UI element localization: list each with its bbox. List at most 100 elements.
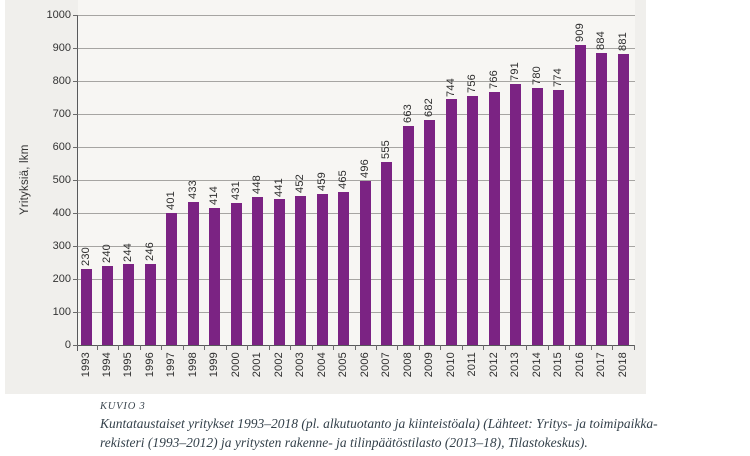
value-label-2001: 448: [251, 175, 264, 195]
value-label-2014: 780: [530, 65, 543, 85]
y-tick-label-800: 800: [52, 75, 71, 87]
value-label-2008: 663: [401, 104, 414, 124]
figure-caption: KUVIO 3 Kuntataustaiset yritykset 1993–2…: [100, 401, 740, 452]
value-label-2017: 884: [595, 31, 608, 51]
x-tick-label-1998: 1998: [186, 352, 199, 378]
plot-area: [78, 0, 635, 345]
bar-2007: [381, 161, 393, 345]
x-tick-label-2003: 2003: [294, 352, 307, 378]
caption-line-2: rekisteri (1993–2012) ja yritysten raken…: [100, 434, 588, 450]
x-tick-0: [96, 345, 98, 350]
gridline-500: [78, 179, 635, 181]
value-label-2010: 744: [444, 77, 457, 97]
gridline-1000: [78, 14, 635, 16]
y-tick-700: [73, 113, 78, 115]
bar-2001: [252, 197, 264, 345]
y-tick-200: [73, 278, 78, 280]
x-tick-label-1994: 1994: [100, 352, 113, 378]
y-tick-label-500: 500: [52, 174, 71, 186]
x-tick-18: [483, 345, 485, 350]
x-tick-23: [590, 345, 592, 350]
x-axis-line: [78, 345, 635, 346]
x-tick-label-2010: 2010: [444, 352, 457, 378]
x-tick-label-2012: 2012: [487, 352, 500, 378]
x-tick-label-2014: 2014: [530, 352, 543, 378]
y-tick-100: [73, 311, 78, 313]
x-tick-8: [268, 345, 270, 350]
x-tick-7: [247, 345, 249, 350]
x-tick-label-2005: 2005: [337, 352, 350, 378]
x-tick-label-1997: 1997: [165, 352, 178, 378]
y-tick-label-900: 900: [52, 42, 71, 54]
x-tick-label-2011: 2011: [466, 352, 479, 377]
bar-1993: [80, 269, 92, 345]
value-label-2016: 909: [573, 23, 586, 43]
x-tick-9: [290, 345, 292, 350]
bar-2012: [488, 92, 500, 345]
x-tick-13: [375, 345, 377, 350]
x-tick-20: [526, 345, 528, 350]
bar-2016: [574, 45, 586, 345]
x-tick-label-2000: 2000: [229, 352, 242, 378]
y-tick-label-600: 600: [52, 141, 71, 153]
x-tick-10: [311, 345, 313, 350]
bar-2008: [402, 126, 414, 345]
value-label-2013: 791: [509, 62, 522, 81]
y-tick-label-1000: 1000: [46, 9, 71, 21]
y-tick-400: [73, 212, 78, 214]
bar-2004: [316, 193, 328, 345]
bar-2013: [510, 83, 522, 345]
gridline-400: [78, 212, 635, 214]
x-tick-5: [204, 345, 206, 350]
x-tick-label-2006: 2006: [358, 352, 371, 378]
gridline-700: [78, 113, 635, 115]
x-tick-label-2008: 2008: [401, 352, 414, 378]
x-tick-1: [118, 345, 120, 350]
bar-2017: [596, 53, 608, 345]
x-tick-label-2001: 2001: [251, 352, 264, 378]
caption-kicker: KUVIO 3: [100, 401, 146, 412]
x-tick-11: [333, 345, 335, 350]
bar-1995: [123, 264, 135, 345]
y-tick-1000: [73, 14, 78, 16]
bar-2011: [467, 95, 479, 345]
value-label-2004: 459: [315, 171, 328, 191]
bar-1998: [187, 202, 199, 345]
bar-2005: [338, 191, 350, 345]
x-tick-label-2004: 2004: [315, 352, 328, 378]
y-tick-500: [73, 179, 78, 181]
x-tick-label-1996: 1996: [143, 352, 156, 378]
bar-2018: [617, 54, 629, 345]
y-tick-label-100: 100: [52, 306, 71, 318]
value-label-1995: 244: [122, 242, 135, 262]
value-label-1996: 246: [143, 241, 156, 261]
bar-2009: [424, 119, 436, 345]
value-label-2015: 774: [552, 67, 565, 87]
value-label-1998: 433: [186, 180, 199, 200]
caption-line-1: Kuntataustaiset yritykset 1993–2018 (pl.…: [100, 416, 658, 431]
bar-1996: [144, 263, 156, 345]
x-tick-label-2016: 2016: [573, 352, 586, 378]
y-tick-300: [73, 245, 78, 247]
x-tick-label-2017: 2017: [595, 352, 608, 378]
y-axis-title: Yrityksiä, lkm: [19, 144, 31, 216]
gridline-200: [78, 278, 635, 280]
bar-2000: [230, 202, 242, 345]
y-tick-800: [73, 80, 78, 82]
x-tick-4: [182, 345, 184, 350]
y-tick-900: [73, 47, 78, 49]
value-label-2009: 682: [423, 98, 436, 117]
y-tick-label-200: 200: [52, 273, 71, 285]
value-label-2002: 441: [272, 177, 285, 197]
bar-2010: [445, 99, 457, 345]
value-label-1994: 240: [100, 243, 113, 263]
x-tick-6: [225, 345, 227, 350]
x-tick-19: [504, 345, 506, 350]
x-tick-label-1995: 1995: [122, 352, 135, 378]
x-tick-label-2018: 2018: [616, 352, 629, 378]
bar-1999: [209, 208, 221, 345]
gridline-800: [78, 80, 635, 82]
value-label-2005: 465: [337, 169, 350, 189]
value-label-2007: 555: [380, 139, 393, 159]
bar-2002: [273, 199, 285, 345]
